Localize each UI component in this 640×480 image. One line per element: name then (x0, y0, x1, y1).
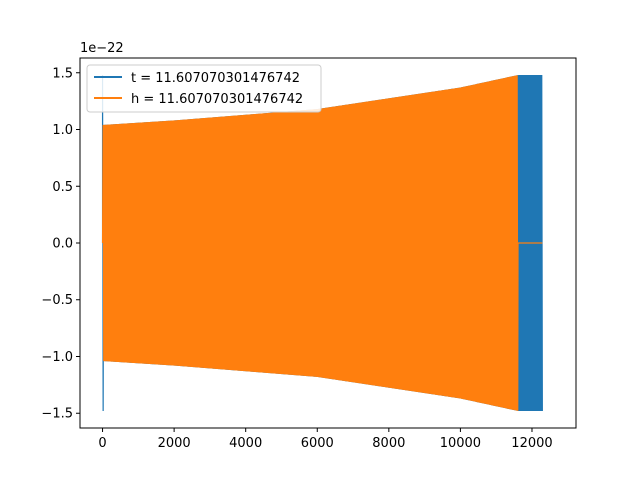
x-tick-label: 10000 (440, 436, 481, 451)
y-tick-label: 1.0 (52, 123, 73, 138)
x-tick-label: 12000 (511, 436, 552, 451)
plot-area (101, 75, 543, 411)
x-tick-label: 2000 (158, 436, 191, 451)
legend: t = 11.607070301476742 h = 11.60707030147… (86, 64, 322, 113)
y-tick-label: −1.5 (41, 407, 73, 422)
y-tick-label: 0.0 (52, 237, 73, 252)
y-tick-label: 1.5 (52, 66, 73, 81)
legend-box (86, 64, 322, 113)
y-tick-label: −1.0 (41, 350, 73, 365)
x-tick-label: 4000 (229, 436, 262, 451)
y-offset-label: 1e−22 (80, 41, 124, 56)
x-axis: 0 2000 4000 6000 8000 10000 12000 (98, 428, 553, 451)
y-tick-label: −0.5 (41, 293, 73, 308)
legend-label: t = 11.607070301476742 (131, 71, 300, 86)
y-tick-label: 0.5 (52, 180, 73, 195)
series-h-line (101, 75, 543, 411)
x-tick-label: 8000 (372, 436, 405, 451)
series-h (101, 75, 543, 411)
x-tick-label: 6000 (301, 436, 334, 451)
x-tick-label: 0 (98, 436, 106, 451)
legend-label: h = 11.607070301476742 (131, 92, 303, 107)
y-axis: −1.5 −1.0 −0.5 0.0 0.5 1.0 1.5 (41, 66, 80, 422)
